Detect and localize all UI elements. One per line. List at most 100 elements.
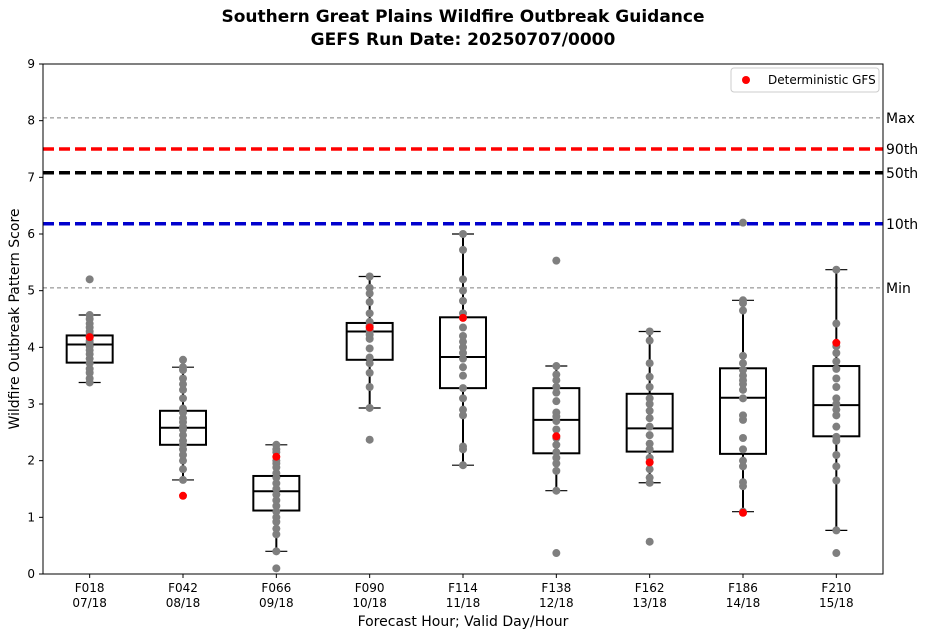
member-point: [832, 405, 841, 414]
x-tick-hour: F090: [355, 581, 385, 595]
member-point: [459, 394, 467, 403]
member-point: [459, 442, 467, 451]
ref-label-10th: 10th: [886, 217, 918, 233]
member-point: [552, 362, 561, 371]
member-point: [645, 465, 654, 474]
y-tick-label: 0: [27, 567, 35, 581]
member-point: [365, 368, 374, 377]
member-point: [272, 547, 281, 556]
member-point: [552, 486, 561, 495]
member-point: [179, 374, 187, 383]
member-point: [832, 462, 841, 471]
member-point: [552, 425, 561, 434]
member-point: [739, 462, 747, 471]
member-point: [365, 309, 374, 318]
member-point: [365, 272, 374, 281]
member-point: [552, 376, 561, 385]
member-point: [272, 502, 281, 510]
member-point: [645, 406, 654, 415]
member-point: [552, 256, 561, 265]
member-point: [645, 414, 654, 423]
member-point: [739, 359, 747, 368]
member-point: [739, 478, 747, 487]
member-point: [645, 431, 654, 440]
member-point: [272, 440, 281, 449]
member-point: [739, 351, 747, 360]
y-axis-label: Wildfire Outbreak Pattern Score: [7, 208, 23, 429]
member-point: [739, 296, 747, 305]
x-tick-hour: F066: [261, 581, 291, 595]
member-point: [832, 476, 841, 485]
member-point: [272, 490, 281, 499]
member-point: [459, 286, 467, 295]
member-point: [832, 349, 841, 357]
member-point: [365, 344, 374, 353]
member-point: [459, 384, 467, 393]
y-axis: 0 1 2 3 4 5 6 7 8 9: [27, 57, 43, 581]
member-point: [832, 549, 841, 558]
member-point: [365, 435, 374, 444]
y-tick-label: 1: [27, 510, 35, 524]
member-point: [832, 357, 841, 366]
member-point: [179, 456, 187, 465]
member-point: [272, 524, 281, 533]
member-point: [552, 466, 561, 475]
member-point: [739, 456, 747, 465]
member-point: [179, 394, 187, 403]
member-point: [832, 265, 841, 274]
member-point: [645, 400, 654, 408]
member-point: [645, 336, 654, 345]
member-point: [365, 317, 374, 326]
member-point: [832, 422, 841, 431]
member-point: [645, 537, 654, 546]
y-tick-label: 9: [27, 57, 35, 71]
y-tick-label: 2: [27, 454, 35, 468]
member-point: [459, 332, 467, 340]
x-tick-valid: 10/18: [352, 596, 387, 610]
y-tick-label: 7: [27, 170, 35, 184]
member-point: [179, 380, 187, 389]
member-point: [832, 374, 841, 383]
member-point: [365, 289, 374, 298]
ref-label-max: Max: [886, 111, 915, 127]
member-point: [459, 405, 467, 414]
member-point: [179, 363, 187, 372]
legend-gfs-marker: [742, 76, 750, 84]
member-point: [552, 388, 561, 397]
member-point: [272, 469, 281, 478]
x-axis-label: Forecast Hour; Valid Day/Hour: [358, 614, 569, 630]
member-point: [179, 436, 187, 445]
member-point: [645, 327, 654, 336]
member-point: [365, 353, 374, 362]
gfs-point: [179, 491, 187, 500]
member-point: [179, 414, 187, 423]
x-tick-valid: 11/18: [446, 596, 481, 610]
member-point: [645, 422, 654, 431]
member-point: [272, 513, 281, 522]
member-point: [365, 298, 374, 306]
member-point: [179, 385, 187, 394]
member-point: [85, 311, 94, 320]
gfs-point: [552, 432, 561, 441]
member-point: [739, 385, 747, 394]
member-point: [459, 230, 467, 238]
x-tick-valid: 07/18: [72, 596, 107, 610]
member-point: [645, 359, 654, 368]
x-tick-hour: F210: [821, 581, 851, 595]
chart-title: Southern Great Plains Wildfire Outbreak …: [222, 7, 705, 27]
member-point: [739, 434, 747, 442]
ref-label-min: Min: [886, 281, 911, 297]
member-point: [459, 323, 467, 332]
gfs-point: [85, 333, 94, 342]
member-point: [552, 448, 561, 457]
x-tick-hour: F042: [168, 581, 198, 595]
member-point: [552, 408, 561, 417]
member-point: [739, 411, 747, 420]
member-point: [645, 445, 654, 454]
member-point: [365, 403, 374, 412]
member-point: [645, 439, 654, 448]
member-point: [272, 530, 281, 539]
gfs-point: [832, 338, 841, 347]
